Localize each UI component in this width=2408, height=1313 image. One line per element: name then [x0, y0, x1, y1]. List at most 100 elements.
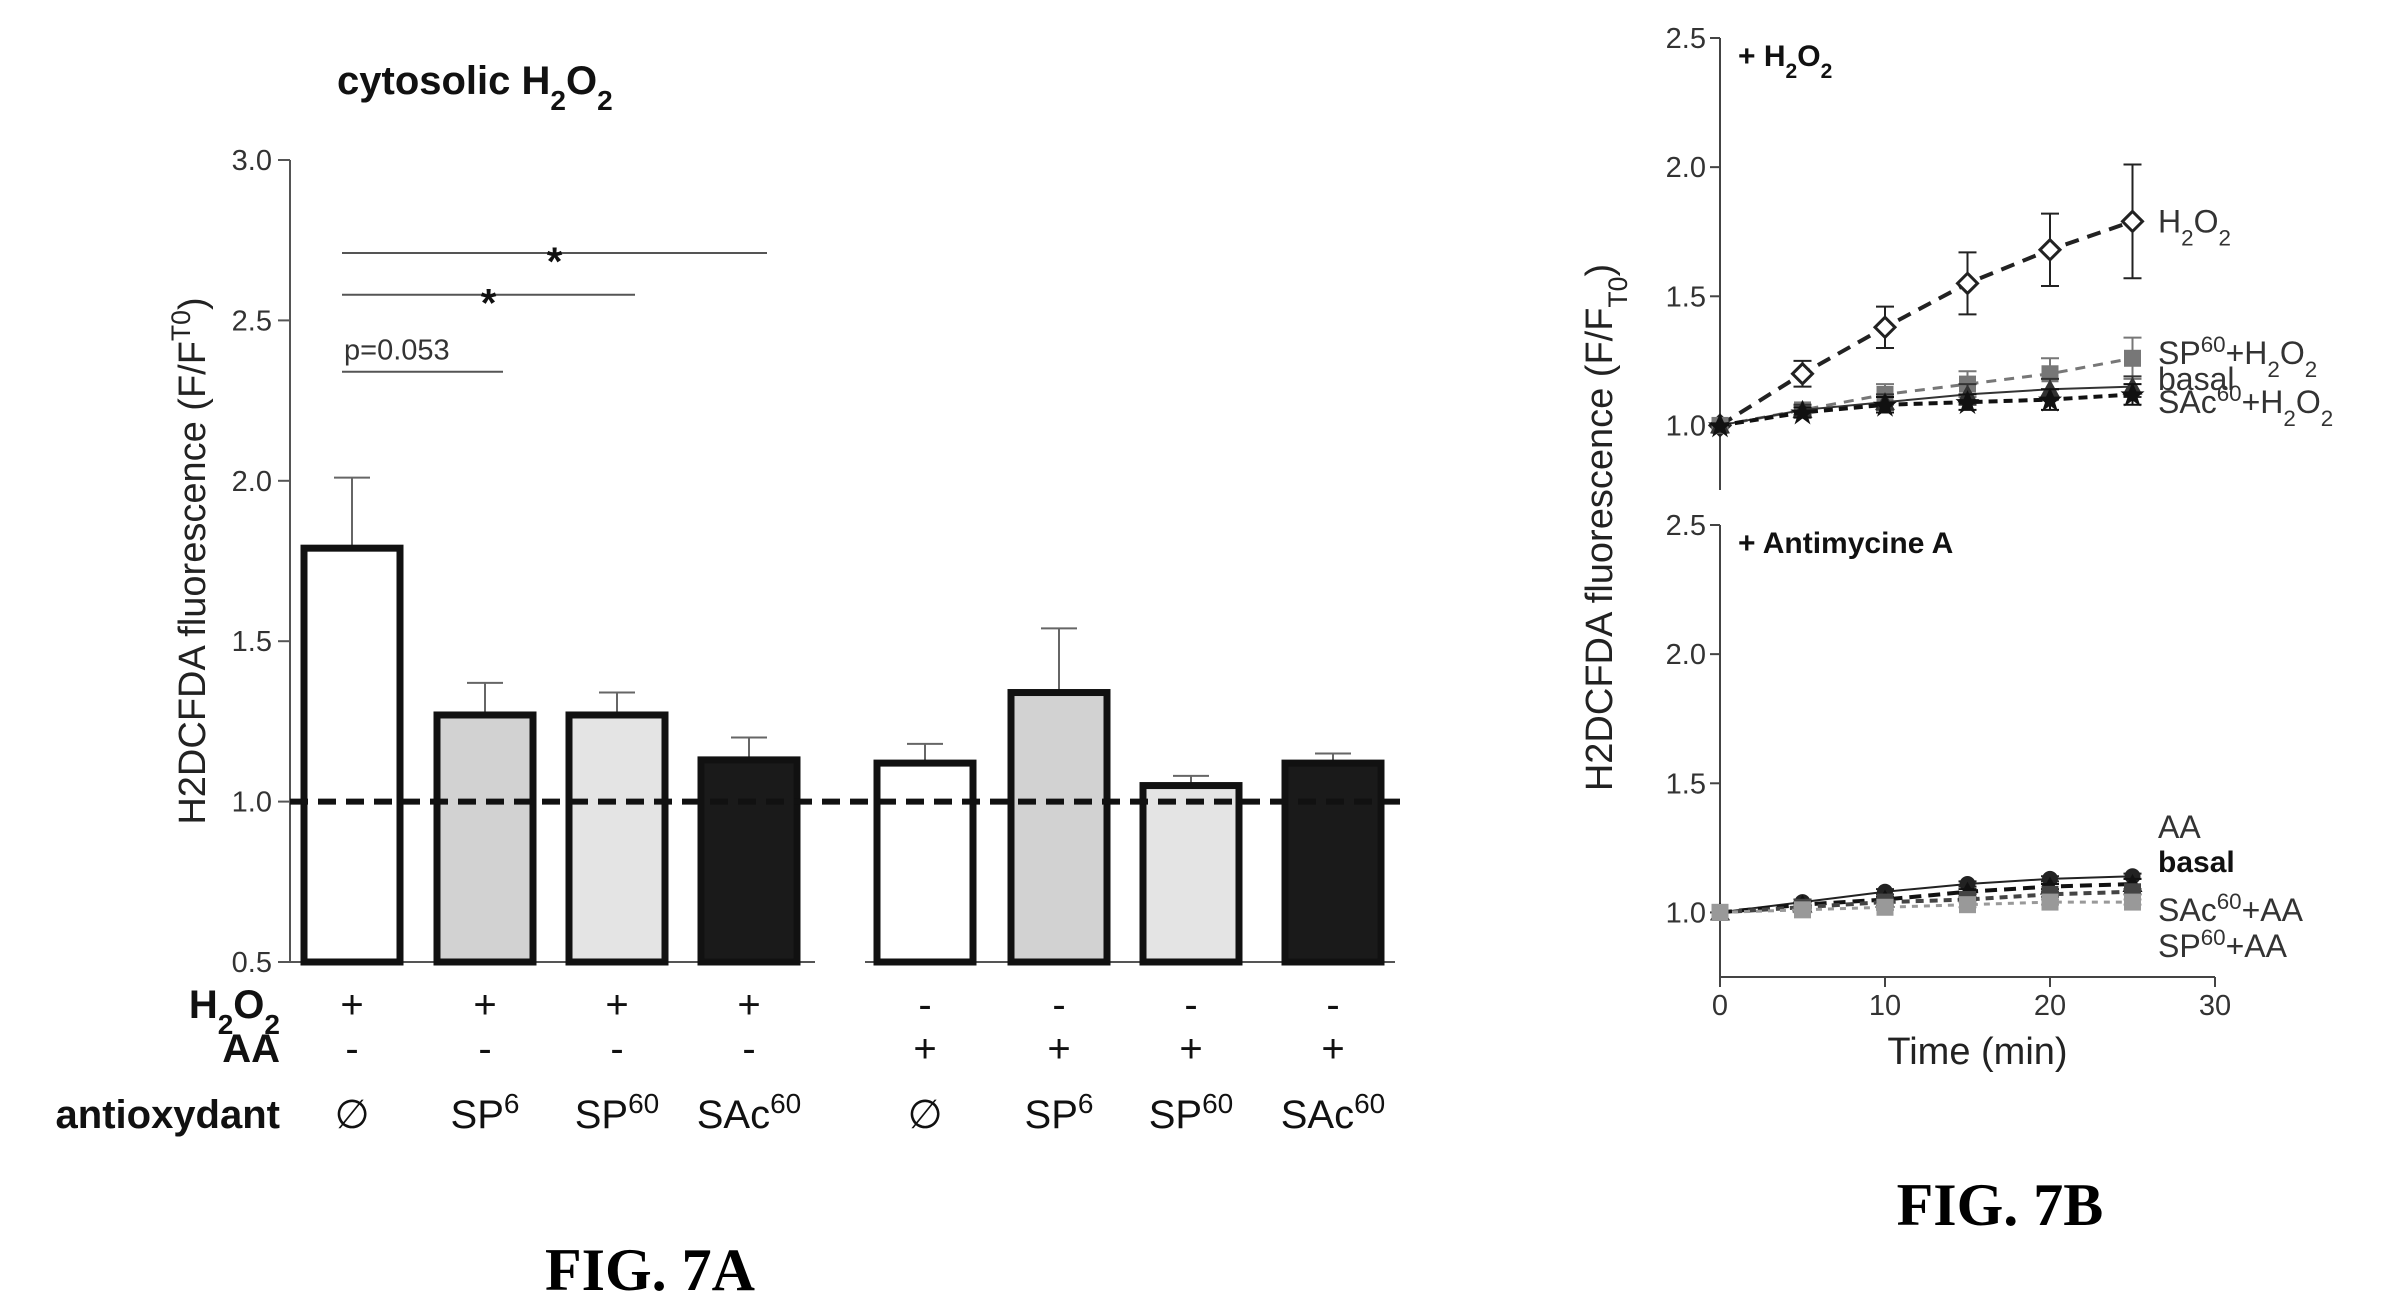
series-label-part: 2 [2181, 225, 2193, 250]
x-tick-label: 30 [2199, 990, 2231, 1022]
antioxidant-dose: 6 [1078, 1088, 1094, 1119]
series-line [1719, 356, 2133, 427]
series-label-part: AA [2158, 809, 2201, 845]
antioxidant-name: SAc [1281, 1093, 1354, 1137]
panel-title-part: 2 [1786, 60, 1798, 83]
data-point [1955, 390, 1980, 415]
antioxidant-dose: 60 [1202, 1088, 1233, 1119]
antioxidant-name: ∅ [335, 1093, 370, 1137]
bar [433, 711, 537, 966]
series-label-part: basal [2158, 846, 2235, 879]
data-point [1876, 898, 1894, 916]
series-label-part: 60 [2201, 925, 2226, 950]
data-point [1794, 901, 1811, 919]
y-axis-title: H2DCFDA fluorescence (F/FT0) [1579, 264, 1633, 791]
series-label-part: 2 [2321, 406, 2333, 431]
bar [1007, 689, 1111, 966]
bar [565, 711, 669, 966]
figure-caption-7a: FIG. 7A [545, 1237, 755, 1303]
series-label-part: 60 [2217, 381, 2242, 406]
y-tick-label: 1.0 [232, 787, 272, 819]
y-tick-label: 0.5 [232, 947, 272, 979]
series-label-part: +AA [2226, 928, 2288, 964]
bar [1139, 782, 1243, 966]
aa-condition: - [610, 1027, 623, 1071]
h2o2-condition: - [1184, 983, 1197, 1027]
series-label-part: +AA [2242, 892, 2304, 928]
h2o2-condition: + [473, 983, 496, 1027]
series-label-part: 2 [2283, 406, 2295, 431]
line-charts-fig-7b: 1.01.52.02.5+ H2O2H2O2SP60+H2O2basalSAc6… [1579, 23, 2333, 1238]
series-label-part: SAc [2158, 892, 2217, 928]
data-point [1790, 400, 1815, 425]
chart-title-part: O [566, 59, 597, 103]
y-axis-title: H2DCFDA fluorescence (F/FT0) [166, 297, 214, 824]
series-line [1719, 392, 2133, 428]
series-label-part: H [2158, 203, 2181, 239]
series-label-part: 2 [2218, 225, 2230, 250]
antioxidant-name: SP [451, 1093, 504, 1137]
y-tick-label: 1.5 [1666, 768, 1706, 800]
significance-label: * [547, 240, 563, 284]
series-label-part: 60 [2201, 332, 2226, 357]
data-point [1872, 315, 1898, 340]
antioxidant-dose: 6 [504, 1088, 520, 1119]
aa-condition: + [1179, 1027, 1202, 1071]
y-tick-label: 2.0 [1666, 152, 1706, 184]
panel-title-part: 2 [1821, 60, 1833, 83]
data-point [1711, 903, 1729, 921]
antioxidant-name: SAc [697, 1093, 770, 1137]
antioxidant-dose: 60 [628, 1088, 659, 1119]
data-point [1955, 271, 1980, 296]
series-1-4: SAc60+H2O2 [1708, 381, 2333, 438]
series-line [1719, 875, 2133, 914]
data-point [2037, 237, 2063, 262]
row-label-aa: AA [222, 1027, 280, 1071]
series-label-part: +H [2226, 335, 2268, 371]
chart-title-part: 2 [550, 85, 566, 116]
antioxidant-label: SP6 [1025, 1088, 1094, 1138]
bar [697, 756, 801, 966]
series-line [1718, 219, 2134, 428]
data-point [2120, 209, 2145, 234]
antioxidant-name: ∅ [908, 1093, 943, 1137]
aa-condition: - [742, 1027, 755, 1071]
y-tick-label: 1.0 [1666, 410, 1706, 442]
y-axis-title-part: ) [172, 297, 214, 310]
h2o2-condition: + [340, 983, 363, 1027]
bar [873, 759, 977, 966]
chart-title: cytosolic H2O2 [337, 59, 613, 116]
series-label-part: +H [2242, 384, 2284, 420]
data-point [2038, 387, 2062, 412]
chart-title-part: cytosolic H [337, 59, 550, 103]
series-line [1719, 900, 2133, 914]
antioxidant-label: SAc60 [1281, 1088, 1386, 1138]
y-tick-label: 3.0 [232, 145, 272, 177]
series-line [1719, 882, 2133, 915]
antioxidant-name: SP [1025, 1093, 1078, 1137]
x-tick-label: 0 [1712, 990, 1728, 1022]
series-label-part: SAc [2158, 384, 2217, 420]
data-point [1873, 392, 1897, 417]
bar-chart-fig-7a: cytosolic H2O20.51.01.52.02.53.0H2DCFDA … [56, 59, 1405, 1303]
series-label: AA [2158, 809, 2201, 845]
data-point [2120, 382, 2145, 407]
y-tick-label: 1.5 [232, 626, 272, 658]
bar [1281, 759, 1385, 966]
y-axis-title-part: H2DCFDA fluorescence (F/F [172, 341, 214, 825]
series-label-part: basal [2158, 361, 2235, 397]
panel-title-part: O [1797, 40, 1820, 73]
row-label-antioxidant: antioxydant [56, 1093, 280, 1137]
chart-title-part: 2 [597, 85, 613, 116]
significance-label: p=0.053 [344, 335, 450, 367]
panel-title: + Antimycine A [1738, 527, 1953, 560]
series-label: basal [2158, 361, 2235, 397]
h2o2-condition: - [1326, 983, 1339, 1027]
aa-condition: - [478, 1027, 491, 1071]
aa-condition: + [1321, 1027, 1344, 1071]
series-label-part: O [2296, 384, 2321, 420]
line-panel-1: 1.01.52.02.5+ H2O2H2O2SP60+H2O2basalSAc6… [1666, 23, 2333, 490]
figure-caption-7b: FIG. 7B [1897, 1172, 2104, 1238]
y-tick-label: 2.0 [232, 466, 272, 498]
aa-condition: + [913, 1027, 936, 1071]
